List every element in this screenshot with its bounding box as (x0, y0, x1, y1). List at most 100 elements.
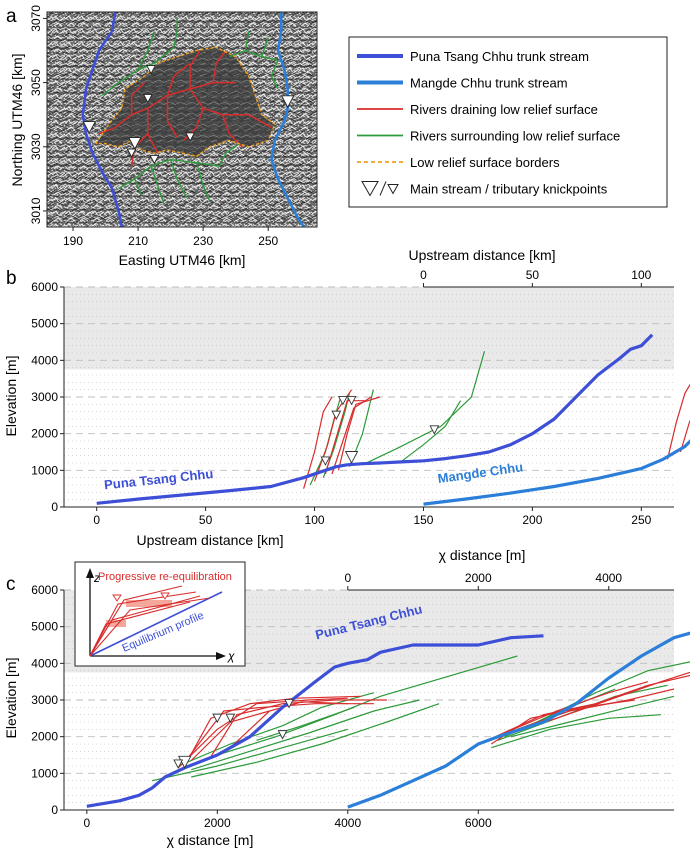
map-red-river (212, 50, 227, 83)
map-xtick-label: 190 (63, 234, 83, 248)
ytick-label: 1000 (31, 766, 58, 780)
map-red-river (130, 82, 146, 115)
knickpoint-tributary (331, 410, 342, 421)
ytick-label: 4000 (31, 353, 58, 367)
map-xtick-label: 210 (128, 234, 148, 248)
map-knickpoint-trib (185, 132, 196, 142)
legend-label: Main stream / tributary knickpoints (410, 182, 608, 197)
tributary-red-puna (337, 396, 381, 471)
map-ytick-label: 3010 (29, 197, 43, 224)
legend-label: Rivers surrounding low relief surface (410, 129, 620, 144)
ytick-label: 0 (51, 803, 58, 817)
xtick-label: 50 (199, 513, 213, 527)
map-red-river (166, 62, 191, 96)
legend: Puna Tsang Chhu trunk stream Mangde Chhu … (348, 36, 668, 208)
ytick-label: 3000 (31, 693, 58, 707)
inset-title: Progressive re-equilibration (98, 571, 232, 583)
xtick-label: 4000 (334, 816, 361, 830)
map-red-river (166, 95, 178, 138)
map-xlabel: Easting UTM46 [km] (119, 252, 246, 268)
ytick-label: 1000 (31, 463, 58, 477)
ytick-label: 3000 (31, 390, 58, 404)
c-xlabel: χ distance [m] (167, 832, 254, 848)
legend-label: Puna Tsang Chhu trunk stream (410, 49, 589, 64)
tributary-green-mangde (510, 695, 675, 738)
xtick-top-label: 100 (631, 268, 651, 282)
series-label-mangde: Mangde Chhu (437, 459, 524, 486)
map-ytick-label: 3030 (29, 133, 43, 160)
map-ytick-label: 3050 (29, 69, 43, 96)
ytick-label: 5000 (31, 317, 58, 331)
xtick-top-label: 2000 (465, 571, 492, 585)
map-knickpoint-trib (149, 154, 160, 165)
ytick-label: 2000 (31, 730, 58, 744)
tributary-red-puna (184, 695, 361, 767)
xtick-label: 2000 (204, 816, 231, 830)
map-red-river (189, 50, 201, 89)
c-ylabel: Elevation [m] (3, 658, 19, 739)
map-green-river (118, 158, 220, 190)
xtick-label: 100 (305, 513, 325, 527)
tributary-red-mangde (666, 383, 690, 460)
legend-slash (379, 181, 387, 196)
map-green-river (150, 165, 165, 205)
tributary-red-mangde (504, 681, 649, 734)
map-red-river (98, 107, 149, 135)
legend-label: Rivers draining low relief surface (410, 102, 598, 117)
tributary-green-puna (362, 351, 486, 466)
panel-label-b: b (6, 268, 17, 289)
tributary-red-mangde (679, 419, 690, 453)
xtick-label: 250 (631, 513, 651, 527)
knickpoint-tributary (284, 699, 295, 709)
map-knickpoint-trib (126, 148, 137, 158)
panel-c-chart: 0 1000 2000 3000 4000 5000 6000 0 2000 4000 6000 0 2… (3, 547, 690, 848)
panel-label-c: c (6, 574, 16, 595)
ytick-label: 0 (51, 500, 58, 514)
tributary-green-puna (177, 692, 375, 767)
tributary-red-puna (303, 396, 333, 489)
ytick-label: 6000 (31, 280, 58, 294)
xtick-top-label: 0 (344, 571, 351, 585)
xtick-label: 200 (522, 513, 542, 527)
map-frame (46, 11, 318, 228)
series-label-puna: Puna Tsang Chhu (103, 466, 214, 492)
low-relief-area (95, 47, 275, 157)
panel-label-a: a (6, 6, 17, 27)
b-xlabel-top: Upstream distance [km] (408, 247, 555, 263)
map-green-river (244, 31, 250, 51)
xtick-top-label: 0 (420, 268, 427, 282)
map-green-river (195, 162, 211, 202)
inset-xlabel: χ (227, 649, 235, 663)
tributary-green-puna (191, 703, 440, 778)
map-knickpoint-main (82, 121, 97, 134)
trunk-mangde-chhu (347, 631, 690, 809)
map-green-river (134, 178, 142, 196)
panel-a-map: 190 210 230 250 3010 3030 3050 3070 Easting UTM… (9, 5, 318, 268)
map-knickpoint-main (280, 95, 295, 109)
map-xtick-label: 250 (258, 234, 278, 248)
tributary-red-puna (177, 697, 348, 769)
knickpoint-tributary (277, 730, 288, 740)
map-xtick-label: 230 (193, 234, 213, 248)
ytick-label: 5000 (31, 620, 58, 634)
xtick-label: 0 (83, 816, 90, 830)
c-xlabel-top: χ distance [m] (439, 547, 526, 563)
map-knickpoint-trib (142, 93, 153, 104)
inset-equilibrium-line (89, 591, 223, 657)
b-xlabel: Upstream distance [km] (136, 532, 283, 548)
legend-label: Low relief surface borders (410, 155, 560, 170)
map-low-relief-border (95, 46, 276, 158)
knickpoint-tributary (225, 713, 236, 724)
tributary-green-mangde (491, 714, 662, 749)
knickpoint-tributary (320, 456, 331, 466)
map-green-river (169, 159, 188, 199)
map-ylabel: Northing UTM46 [km] (9, 53, 25, 186)
map-green-river (173, 18, 178, 48)
inset-ylabel: z (93, 571, 100, 585)
legend-label: Mangde Chhu trunk stream (410, 76, 568, 91)
legend-knick-small-icon (387, 184, 399, 195)
xtick-top-label: 50 (526, 268, 540, 282)
tributary-green-puna (151, 728, 348, 782)
